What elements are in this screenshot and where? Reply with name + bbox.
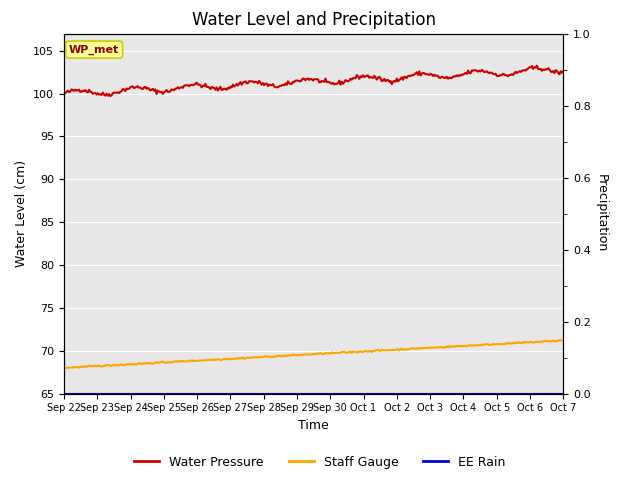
Legend: Water Pressure, Staff Gauge, EE Rain: Water Pressure, Staff Gauge, EE Rain xyxy=(129,451,511,474)
Y-axis label: Precipitation: Precipitation xyxy=(595,174,607,253)
Text: WP_met: WP_met xyxy=(69,44,119,55)
Title: Water Level and Precipitation: Water Level and Precipitation xyxy=(191,11,436,29)
X-axis label: Time: Time xyxy=(298,419,329,432)
Y-axis label: Water Level (cm): Water Level (cm) xyxy=(15,160,28,267)
